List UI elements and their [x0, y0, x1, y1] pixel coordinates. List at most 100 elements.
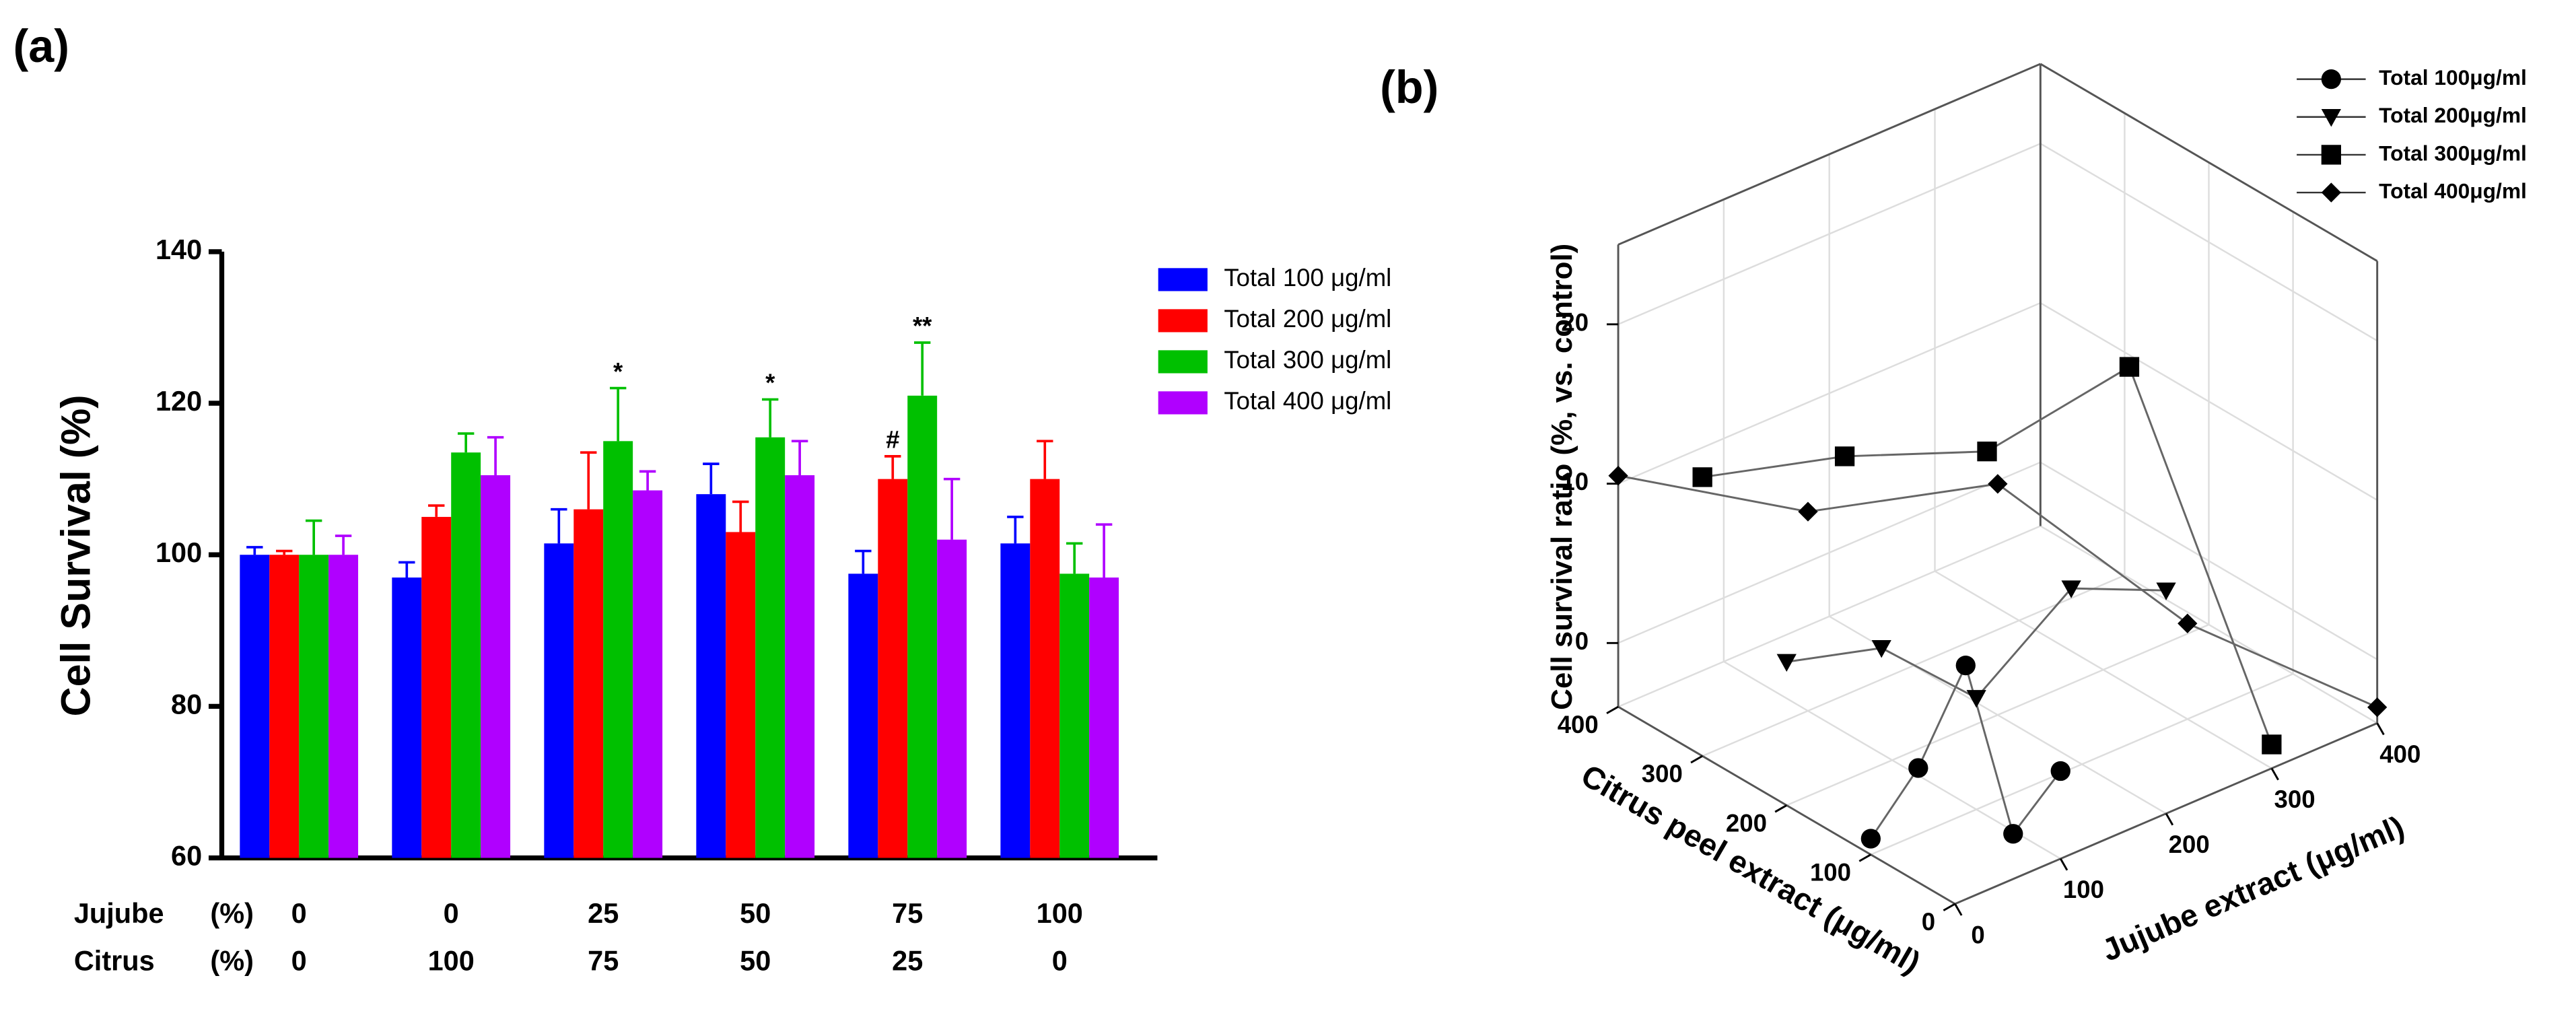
error-bar [943, 477, 961, 540]
bar [848, 573, 878, 858]
y-tick [1690, 755, 1703, 764]
x-tick-label: 0 [1971, 921, 1984, 948]
series-line [1786, 587, 2167, 699]
bar [907, 395, 938, 858]
error-bar [1066, 542, 1083, 574]
x-tick-label: 25 [588, 897, 619, 929]
y-tick-label: 100 [1810, 859, 1851, 886]
bar [451, 452, 481, 858]
error-bar [855, 549, 872, 574]
marker [1608, 466, 1628, 486]
y-tick-label: 100 [155, 536, 202, 568]
x-tick-label: 75 [892, 897, 923, 929]
grid-line [2040, 461, 2378, 660]
marker [2321, 145, 2341, 165]
annotation: # [886, 426, 899, 454]
y-tick-label: 120 [155, 385, 202, 417]
error-bar [1095, 523, 1113, 578]
box-edge [1617, 63, 2041, 246]
x-tick-label: 0 [444, 897, 459, 929]
bar [696, 494, 726, 858]
error-bar [884, 455, 901, 479]
marker [2178, 613, 2198, 633]
error-bar [457, 432, 475, 453]
y-tick-label: 0 [1922, 908, 1935, 936]
legend-label: Total 100μg/ml [2379, 65, 2527, 90]
error-bar [761, 398, 779, 438]
grid-line [1786, 623, 2209, 806]
error-bar [551, 508, 567, 544]
x-tick-label: 400 [2379, 740, 2421, 768]
annotation: * [613, 357, 623, 385]
legend-label: Total 300μg/ml [2379, 141, 2527, 165]
row-unit: (%) [210, 945, 254, 977]
y-tick [1943, 903, 1956, 911]
legend-label: Total 100 μg/ml [1224, 264, 1391, 291]
error-bar [791, 440, 808, 476]
x-tick-label: 100 [2063, 876, 2104, 903]
y-tick [1774, 804, 1787, 813]
legend-swatch [1158, 268, 1208, 291]
bar [392, 577, 422, 858]
x-tick-label: 50 [740, 897, 771, 929]
marker [2367, 697, 2388, 718]
bar [1030, 479, 1060, 858]
legend-swatch [1158, 350, 1208, 374]
bar [544, 543, 574, 858]
legend-label: Total 200 μg/ml [1224, 305, 1391, 333]
z-axis-label: Cell survival ratio (%, vs. control) [1545, 244, 1578, 710]
marker [2003, 824, 2023, 844]
y-tick-label: 60 [171, 839, 202, 871]
legend-swatch [1158, 391, 1208, 415]
annotation: ** [913, 312, 932, 340]
box-edge [1617, 705, 1956, 905]
y-tick [1858, 853, 1872, 862]
bar [481, 475, 511, 858]
bar [633, 490, 663, 858]
bar [299, 555, 329, 858]
x-axis-label: Jujube extract (μg/ml) [2097, 809, 2409, 968]
bar [1089, 577, 1119, 858]
x-tick [1954, 903, 1963, 916]
marker [2061, 580, 2081, 598]
y-tick-label: 140 [155, 234, 202, 265]
error-bar [1007, 516, 1024, 544]
x-tick-label: 100 [428, 945, 475, 977]
bar [937, 539, 967, 858]
error-bar [305, 519, 322, 555]
error-bar [276, 549, 293, 555]
bar [240, 555, 270, 858]
marker [1834, 446, 1855, 466]
bar [421, 516, 452, 858]
bar [573, 509, 604, 858]
legend-label: Total 400 μg/ml [1224, 387, 1391, 415]
series-line [1702, 365, 2273, 745]
marker [1977, 442, 1997, 462]
marker [2262, 734, 2282, 755]
grid-line [2040, 143, 2378, 342]
error-bar [913, 341, 931, 396]
x-tick-label: 0 [291, 945, 307, 977]
bar [726, 532, 756, 858]
legend-label: Total 400μg/ml [2379, 178, 2527, 203]
marker [2321, 69, 2341, 90]
y-tick-label: 80 [171, 688, 202, 720]
error-bar [428, 504, 445, 517]
y-tick-label: 400 [1558, 711, 1599, 738]
marker [1871, 640, 1891, 658]
grid-line [1617, 143, 2041, 325]
panel-label: (a) [13, 21, 70, 72]
x-tick-label: 0 [291, 897, 307, 929]
x-tick [2165, 812, 2174, 826]
y-tick [1606, 705, 1619, 715]
x-tick-label: 200 [2169, 831, 2210, 858]
y-axis-label: Cell Survival (%) [53, 394, 98, 716]
box-edge [2040, 63, 2378, 263]
error-bar [639, 470, 656, 491]
x-tick-label: 0 [1052, 945, 1068, 977]
grid-line [1617, 525, 2041, 708]
x-tick-label: 300 [2274, 786, 2315, 813]
marker [1966, 690, 1986, 708]
marker [2321, 182, 2341, 203]
